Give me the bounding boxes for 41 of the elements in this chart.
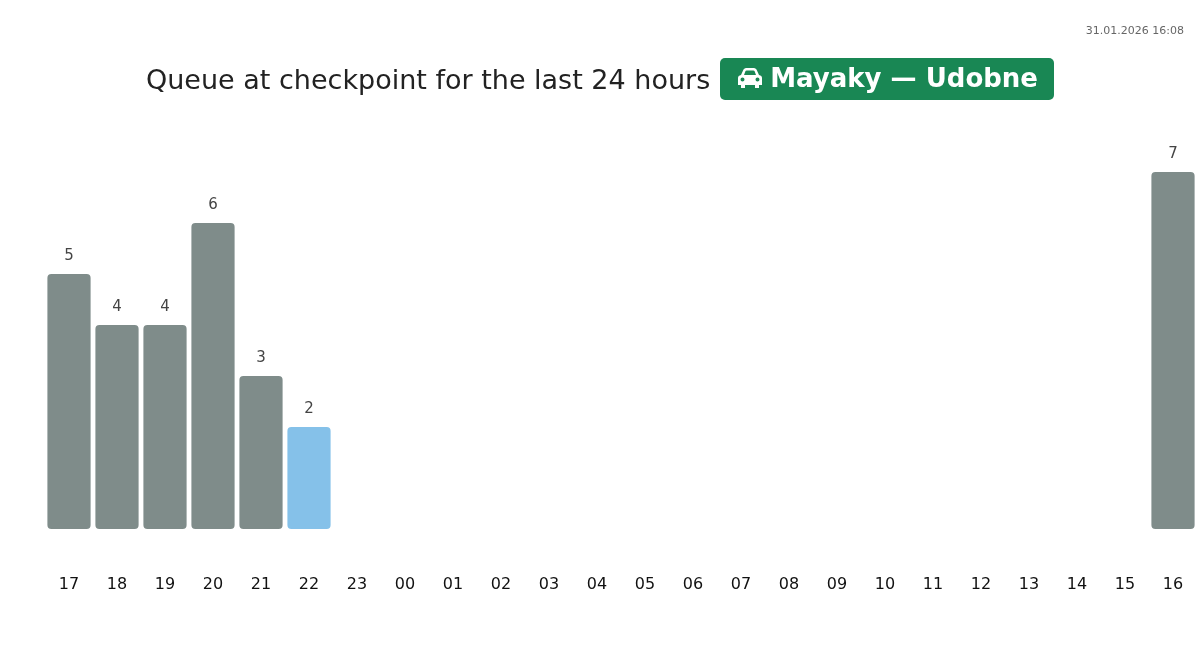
x-tick-label: 11 (922, 573, 944, 593)
x-tick-label: 23 (346, 573, 368, 593)
bar (191, 223, 235, 529)
x-tick-label: 12 (970, 573, 992, 593)
chart-subtitle: Mayaky — Udobne (770, 63, 1038, 93)
x-tick-label: 22 (298, 573, 320, 593)
bar (287, 427, 331, 529)
bar (143, 325, 187, 529)
x-tick-label: 14 (1066, 573, 1088, 593)
x-tick-label: 16 (1162, 573, 1184, 593)
bar (95, 325, 139, 529)
x-tick-label: 03 (538, 573, 560, 593)
data-label: 3 (256, 347, 266, 366)
x-tick-label: 04 (586, 573, 608, 593)
data-label: 6 (208, 194, 218, 213)
x-tick-label: 17 (58, 573, 80, 593)
x-tick-label: 10 (874, 573, 896, 593)
x-tick-label: 19 (154, 573, 176, 593)
x-tick-label: 09 (826, 573, 848, 593)
x-tick-label: 13 (1018, 573, 1040, 593)
data-label: 2 (304, 398, 314, 417)
x-tick-label: 21 (250, 573, 272, 593)
bar (239, 376, 283, 529)
x-tick-label: 15 (1114, 573, 1136, 593)
chart-title: Queue at checkpoint for the last 24 hours (145, 63, 711, 95)
x-tick-label: 01 (442, 573, 464, 593)
data-label: 4 (160, 296, 170, 315)
data-label: 4 (112, 296, 122, 315)
data-label: 7 (1168, 143, 1178, 162)
x-tick-label: 06 (682, 573, 704, 593)
text: 31.01.2026 16:08 (1085, 24, 1184, 37)
bar (47, 274, 91, 529)
x-tick-label: 18 (106, 573, 128, 593)
x-tick-label: 07 (730, 573, 752, 593)
x-tick-label: 00 (394, 573, 416, 593)
x-tick-label: 08 (778, 573, 800, 593)
data-label: 5 (64, 245, 74, 264)
x-tick-label: 20 (202, 573, 224, 593)
x-tick-label: 05 (634, 573, 656, 593)
bar (1151, 172, 1195, 529)
x-tick-label: 02 (490, 573, 512, 593)
